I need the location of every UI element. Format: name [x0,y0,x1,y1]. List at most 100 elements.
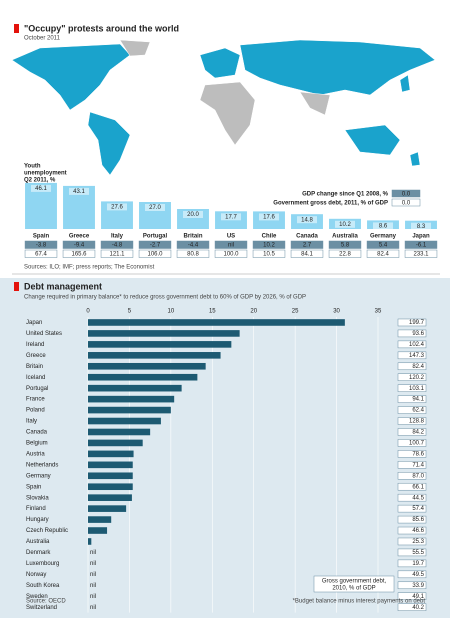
value-box [145,204,165,211]
table-cell: 121.1 [109,252,125,258]
y-tick-label: Hungary [26,517,49,523]
chart-subtitle: October 2011 [24,36,61,42]
value-label: 8.3 [417,224,426,230]
debt-box [397,603,427,611]
value-label: 17.7 [225,214,237,220]
y-tick-label: Greece [26,353,46,359]
debt-box [397,482,427,491]
value-box [335,220,355,228]
y-axis-label: Q2 2011, % [24,178,56,184]
value-box [259,213,279,221]
cell-box [24,240,58,249]
cell-box [366,249,400,258]
cell-box [138,249,172,258]
cell-box [328,240,362,249]
value-label: nil [90,550,96,556]
table-cell: 100.0 [223,252,239,258]
chart-subtitle: Change required in primary balance* to r… [24,295,306,301]
cell-box [366,240,400,249]
bar [88,319,345,326]
bar [88,341,232,348]
debt-value: 100.7 [409,441,425,447]
debt-box [397,351,427,360]
value-label: nil [90,572,96,578]
cell-box [214,249,248,258]
y-tick-label: Norway [26,572,46,578]
debt-value: 44.5 [412,495,424,501]
y-tick-label: Denmark [26,550,51,556]
y-tick-label: Iceland [26,375,45,381]
table-cell: 10.2 [263,243,275,249]
y-tick-label: Czech Republic [26,528,68,534]
bar [88,494,132,501]
y-tick-label: Austria [26,451,45,457]
world-map [11,39,436,176]
y-tick-label: Finland [26,506,46,512]
cell-box [404,249,438,258]
y-tick-label: Italy [26,419,37,425]
x-tick-label: Germany [370,234,397,240]
bar [88,406,171,414]
legend-label: GDP change since Q1 2008, % [302,192,389,198]
debt-box [397,395,427,403]
debt-value: 120.2 [409,375,425,381]
table-cell: 67.4 [35,252,47,258]
table-cell: -4.4 [188,243,199,249]
debt-box [397,340,427,349]
table-cell: -6.1 [416,243,427,249]
cell-box [100,240,134,249]
debt-value: 82.4 [412,364,424,370]
y-tick-label: Britain [26,364,43,370]
bar [88,516,112,523]
x-tick-label: 0 [86,309,90,315]
y-tick-label: Japan [26,320,42,326]
bar [88,373,198,381]
table-cell: 5.4 [379,243,388,249]
cell-box [24,249,58,258]
bar [88,384,182,392]
value-box [69,187,89,195]
bar [88,362,206,370]
table-cell: 5.8 [341,243,350,249]
debt-value: 49.1 [412,594,424,600]
debt-value: 128.8 [409,419,425,425]
debt-box [397,493,427,502]
debt-value: 55.5 [412,550,424,556]
chart-title: Debt management [24,281,102,291]
x-tick-label: Canada [296,234,318,240]
debt-box [397,384,427,392]
bar [88,450,134,458]
red-tag [14,282,19,291]
value-label: 20.0 [187,212,199,218]
table-cell: 233.1 [413,252,429,258]
cell-box [290,249,324,258]
debt-legend: Gross government debt, [322,579,387,585]
y-tick-label: Ireland [26,342,44,348]
table-cell: -2.7 [150,243,161,249]
debt-legend: 2010, % of GDP [332,586,375,592]
red-tag [14,24,19,33]
chart-title: "Occupy" protests around the world [24,23,179,33]
debt-value: 57.4 [412,506,424,512]
debt-box [397,417,427,425]
cell-box [252,249,286,258]
value-box [411,222,431,230]
debt-value: 19.7 [412,561,424,567]
debt-box [397,592,427,600]
x-tick-label: US [227,234,235,240]
value-box [373,222,393,230]
debt-value: 84.2 [412,430,424,436]
y-tick-label: Switzerland [26,605,57,611]
bar [88,483,133,491]
value-label: 27.6 [111,204,123,210]
y-tick-label: France [26,397,45,403]
x-tick-label: Greece [69,234,90,240]
bar [88,428,151,436]
debt-value: 147.3 [409,353,425,359]
debt-box [397,362,427,371]
table-cell: -4.8 [112,243,123,249]
debt-box [397,581,427,590]
debt-box [397,439,427,447]
x-tick-label: Britain [183,234,202,240]
debt-value: 93.6 [412,331,424,337]
